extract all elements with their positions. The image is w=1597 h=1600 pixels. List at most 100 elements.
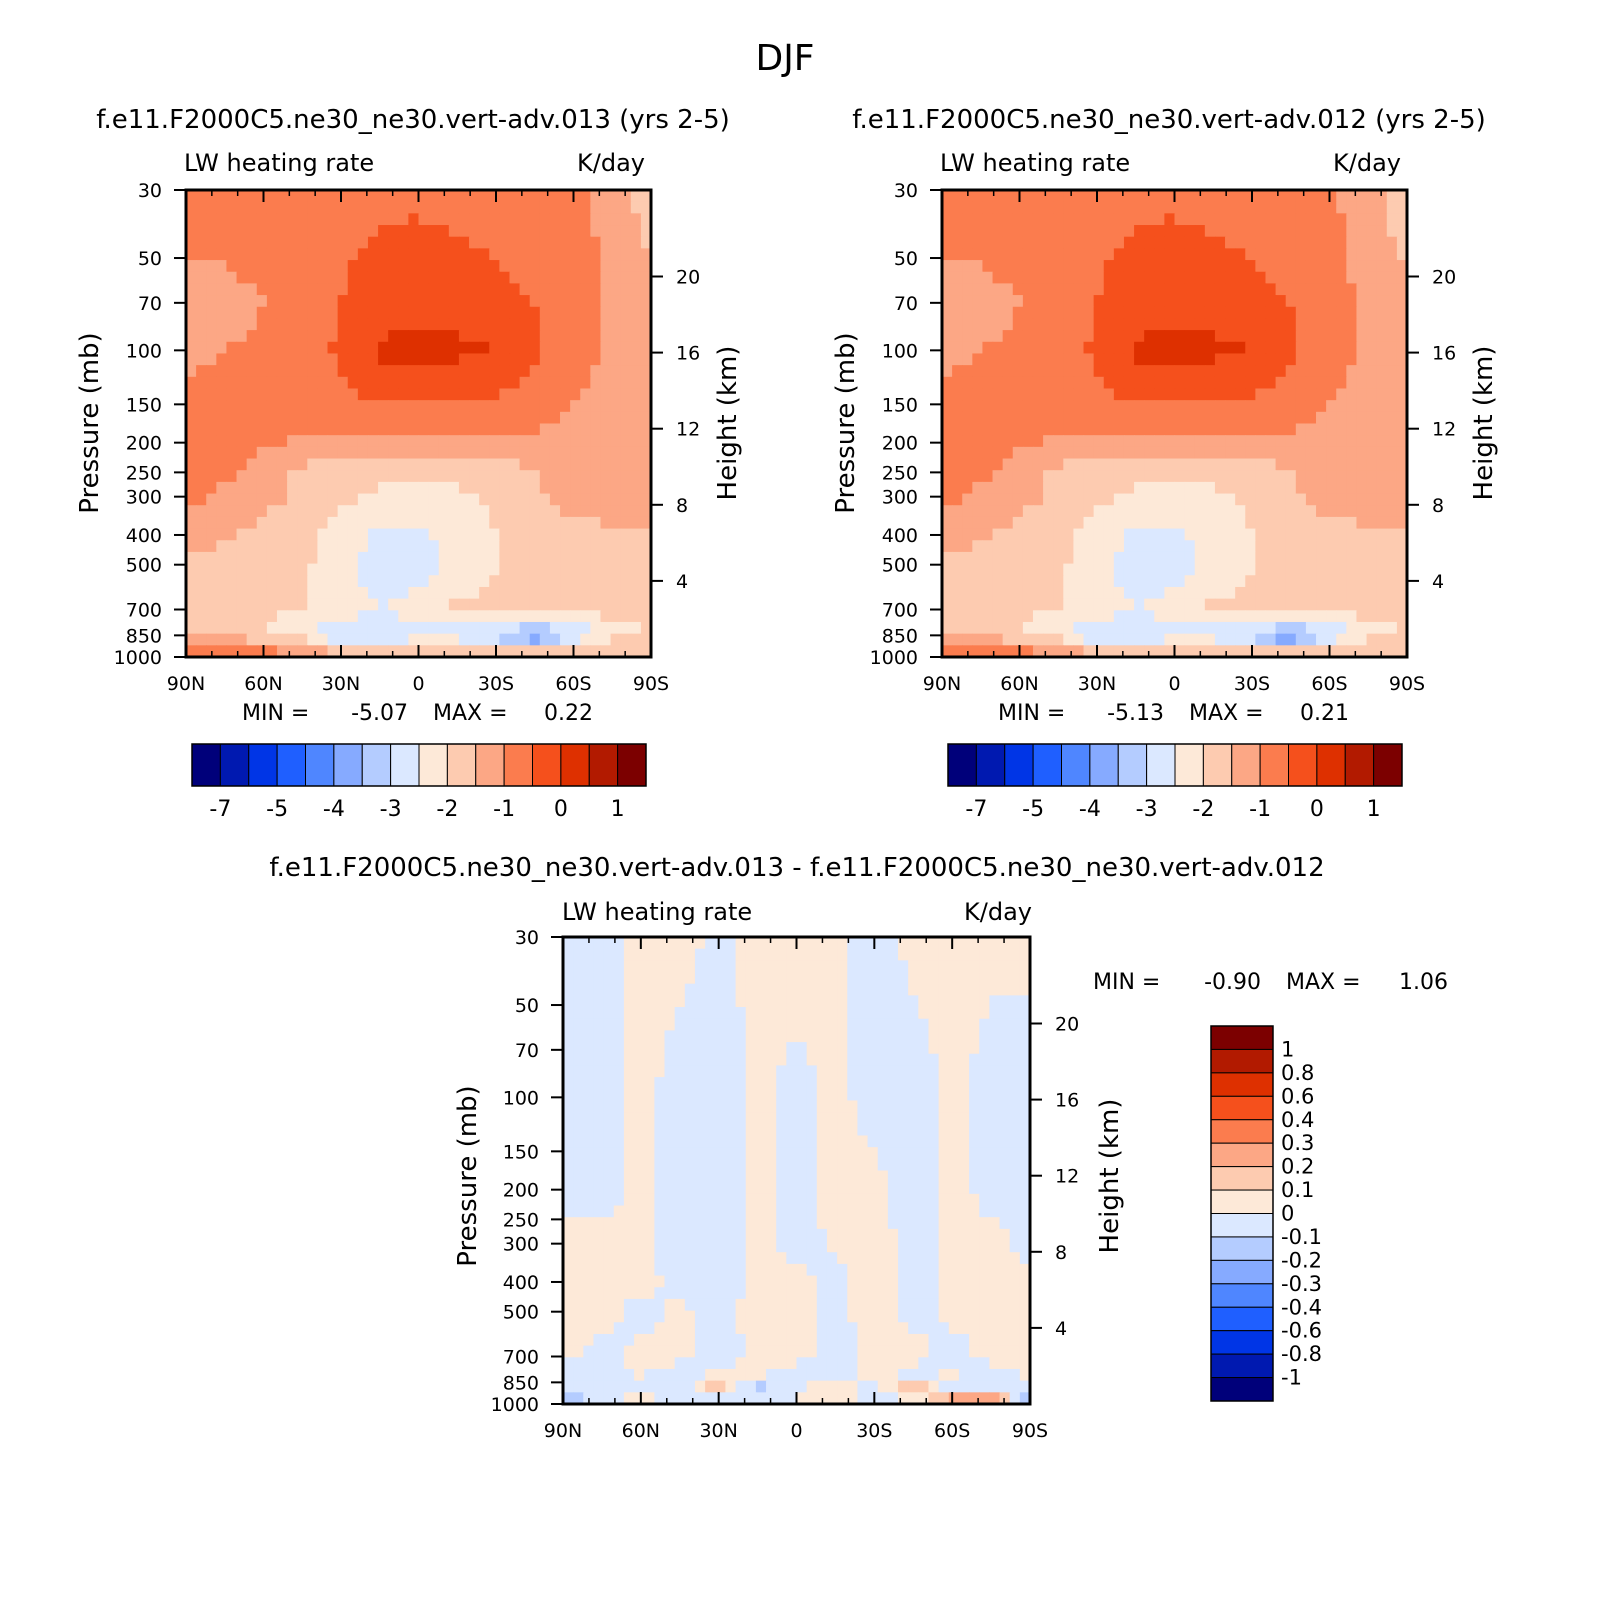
heatmap-cell (600, 423, 612, 436)
heatmap-cell (1295, 435, 1307, 448)
heatmap-cell (735, 995, 747, 1008)
heatmap-cell (776, 948, 787, 961)
y-tick-label: 250 (126, 462, 162, 484)
heatmap-cell (1113, 563, 1125, 576)
heatmap-cell (563, 995, 574, 1008)
heatmap-cell (1204, 365, 1216, 378)
heatmap-cell (1113, 516, 1125, 530)
heatmap-cell (266, 516, 278, 530)
heatmap-cell (226, 201, 238, 214)
heatmap-cell (593, 1147, 605, 1160)
heatmap-cell (1123, 330, 1135, 343)
heatmap-cell (1113, 283, 1125, 296)
heatmap-cell (549, 645, 561, 658)
heatmap-cell (684, 948, 696, 961)
heatmap-cell (857, 1135, 869, 1148)
heatmap-cell (982, 306, 994, 320)
heatmap-cell (776, 1170, 787, 1183)
heatmap-cell (327, 516, 339, 530)
heatmap-cell (469, 236, 480, 249)
heatmap-cell (216, 330, 228, 343)
heatmap-cell (560, 528, 571, 541)
heatmap-cell (367, 318, 379, 331)
panel-013-title: f.e11.F2000C5.ne30_ne30.vert-adv.013 (yr… (96, 105, 730, 135)
heatmap-cell (418, 318, 430, 331)
heatmap-cell (705, 1018, 716, 1032)
heatmap-cell (600, 365, 612, 378)
heatmap-cell (654, 1007, 666, 1020)
heatmap-cell (590, 201, 602, 214)
heatmap-cell (590, 260, 602, 273)
heatmap-cell (206, 516, 217, 530)
heatmap-cell (256, 493, 268, 506)
y2-tick-label: 4 (676, 571, 688, 593)
heatmap-cell (992, 306, 1004, 320)
heatmap-cell (640, 446, 652, 460)
heatmap-cell (796, 960, 808, 973)
heatmap-cell (1063, 598, 1075, 611)
colorbar-swatch (1202, 743, 1233, 787)
heatmap-cell (942, 621, 953, 635)
heatmap-cell (398, 248, 409, 261)
heatmap-cell (1113, 411, 1125, 425)
heatmap-cell (266, 575, 278, 588)
heatmap-cell (603, 1030, 615, 1043)
heatmap-cell (969, 948, 980, 961)
heatmap-cell (236, 610, 248, 623)
heatmap-cell (206, 190, 217, 203)
heatmap-cell (1316, 645, 1327, 658)
heatmap-cell (857, 1170, 869, 1183)
heatmap-cell (776, 1100, 787, 1113)
heatmap-cell (948, 1018, 960, 1032)
heatmap-cell (898, 1170, 909, 1183)
heatmap-cell (408, 400, 420, 413)
heatmap-cell (1144, 621, 1155, 635)
panel-diff-title: f.e11.F2000C5.ne30_ne30.vert-adv.013 - f… (269, 853, 1324, 883)
heatmap-cell (826, 983, 838, 996)
heatmap-cell (438, 411, 450, 425)
heatmap-cell (1002, 470, 1014, 483)
heatmap-cell (529, 575, 541, 588)
heatmap-cell (948, 972, 960, 985)
heatmap-cell (448, 295, 460, 308)
heatmap-cell (408, 283, 420, 296)
heatmap-cell (428, 598, 440, 611)
heatmap-cell (715, 960, 727, 973)
heatmap-cell (1012, 633, 1024, 646)
heatmap-cell (539, 411, 551, 425)
heatmap-cell (755, 1042, 767, 1055)
heatmap-cell (1245, 341, 1256, 355)
heatmap-cell (623, 1158, 635, 1172)
heatmap-cell (570, 353, 581, 366)
heatmap-cell (317, 528, 329, 541)
heatmap-cell (1366, 551, 1378, 565)
heatmap-cell (469, 540, 480, 553)
heatmap-cell (307, 493, 319, 506)
heatmap-cell (786, 1112, 798, 1125)
heatmap-cell (529, 423, 541, 436)
heatmap-cell (458, 376, 470, 390)
heatmap-cell (1376, 400, 1388, 413)
heatmap-cell (1184, 271, 1196, 284)
heatmap-cell (1285, 481, 1297, 495)
heatmap-cell (1305, 236, 1317, 249)
heatmap-cell (388, 540, 399, 553)
heatmap-cell (236, 201, 248, 214)
heatmap-cell (590, 271, 602, 284)
heatmap-cell (600, 481, 612, 495)
heatmap-cell (246, 283, 258, 296)
heatmap-cell (613, 937, 625, 950)
heatmap-cell (613, 1182, 625, 1195)
heatmap-cell (1275, 225, 1287, 238)
heatmap-cell (1134, 353, 1145, 366)
heatmap-cell (549, 540, 561, 553)
heatmap-cell (469, 388, 480, 401)
heatmap-cell (1316, 528, 1327, 541)
heatmap-cell (448, 365, 460, 378)
heatmap-cell (674, 1112, 686, 1125)
heatmap-cell (1083, 190, 1095, 203)
heatmap-cell (266, 388, 278, 401)
heatmap-cell (694, 1053, 706, 1067)
heatmap-cell (766, 1030, 777, 1043)
heatmap-cell (857, 1042, 869, 1055)
